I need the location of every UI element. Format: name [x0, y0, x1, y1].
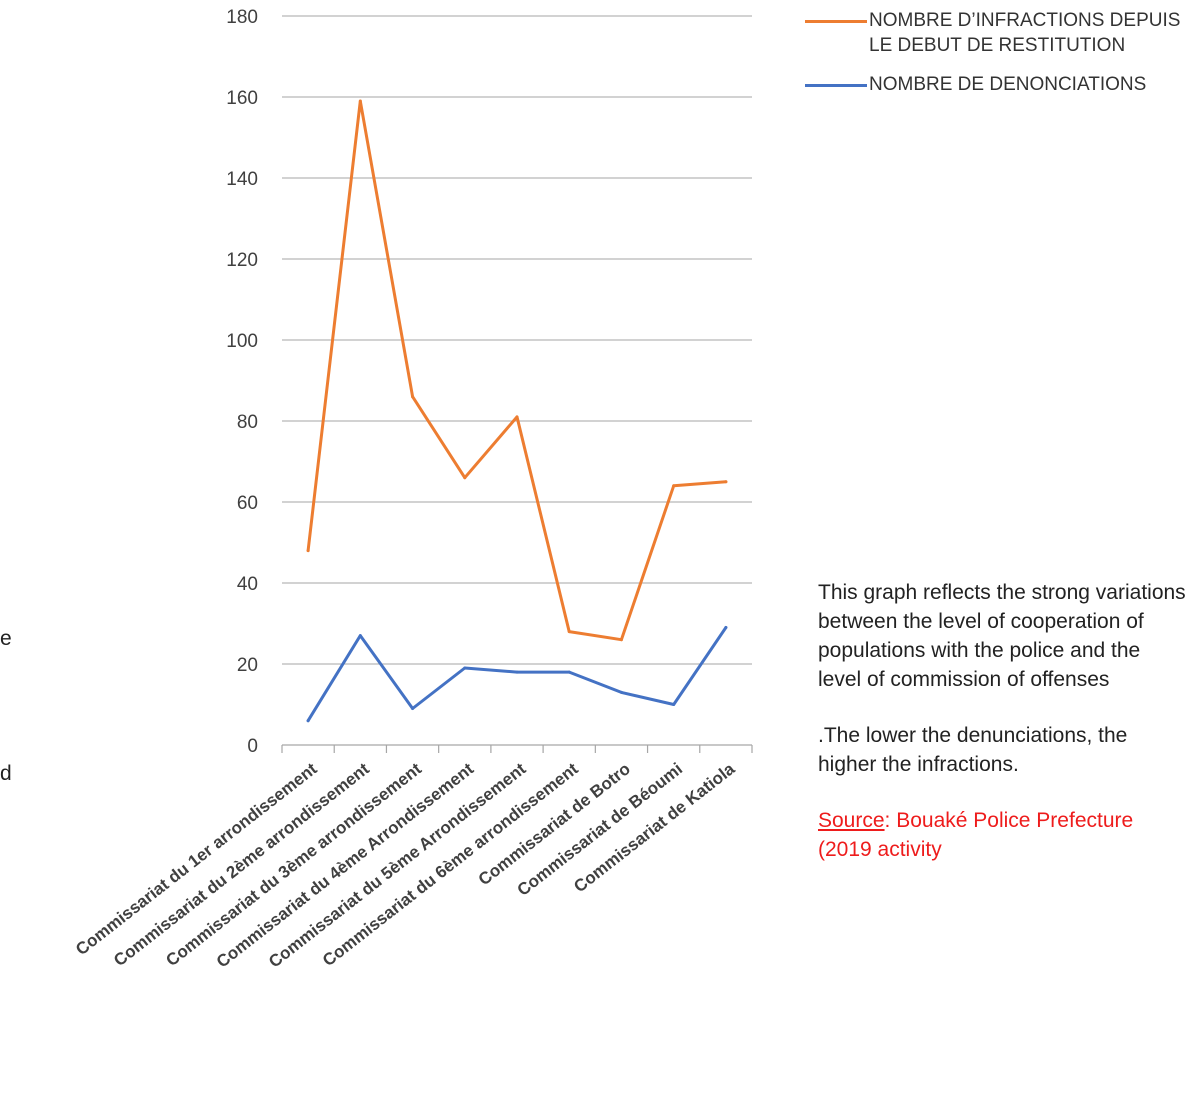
source-label: Source — [818, 809, 885, 832]
data-point — [567, 670, 571, 674]
data-point — [358, 634, 362, 638]
annotation-text: This graph reflects the strong variation… — [818, 578, 1188, 891]
y-tick-label: 20 — [237, 655, 258, 676]
y-tick-label: 140 — [226, 169, 258, 190]
data-point — [672, 703, 676, 706]
data-point — [306, 719, 310, 723]
data-point — [411, 395, 415, 399]
data-point — [619, 690, 623, 694]
data-point — [619, 638, 623, 642]
data-point — [463, 666, 467, 670]
cropped-text-fragment-1: e — [0, 627, 12, 650]
x-axis: Commissariat du 1er arrondissementCommis… — [72, 744, 753, 972]
legend-item-infractions: NOMBRE D’INFRACTIONS DEPUIS LE DEBUT DE … — [805, 8, 1191, 58]
data-point — [463, 476, 467, 480]
cropped-text-fragment-2: d — [0, 762, 12, 785]
data-point — [724, 480, 728, 484]
legend: NOMBRE D’INFRACTIONS DEPUIS LE DEBUT DE … — [805, 8, 1191, 111]
annotation-paragraph-2: .The lower the denunciations, the higher… — [818, 724, 1128, 776]
source-note: Source: Bouaké Police Prefecture (2019 a… — [818, 806, 1188, 864]
y-tick-label: 120 — [226, 250, 258, 271]
y-tick-label: 80 — [237, 412, 258, 433]
data-point — [358, 99, 362, 103]
series-line-denonciations — [306, 626, 728, 723]
data-point — [515, 670, 519, 674]
data-point — [515, 415, 519, 419]
y-tick-label: 100 — [226, 331, 258, 352]
data-point — [724, 626, 728, 630]
data-point — [306, 549, 310, 553]
series-line-infractions — [306, 99, 728, 642]
y-axis: 0 20 40 60 80 100 120 140 160 180 — [226, 7, 258, 757]
gridlines — [282, 15, 752, 665]
y-tick-label: 60 — [237, 493, 258, 514]
legend-label-infractions: NOMBRE D’INFRACTIONS DEPUIS LE DEBUT DE … — [869, 10, 1181, 56]
legend-label-denonciations: NOMBRE DE DENONCIATIONS — [869, 74, 1147, 95]
source-text: : Bouaké Police Prefecture (2019 activit… — [818, 809, 1134, 861]
y-tick-label: 40 — [237, 574, 258, 595]
y-tick-label: 0 — [247, 736, 258, 757]
data-point — [411, 707, 415, 711]
y-tick-label: 180 — [226, 7, 258, 28]
legend-swatch-denonciations — [805, 84, 867, 87]
data-point — [567, 630, 571, 634]
annotation-paragraph-1: This graph reflects the strong variation… — [818, 581, 1186, 691]
series-lines — [306, 99, 728, 723]
y-tick-label: 160 — [226, 88, 258, 109]
legend-swatch-infractions — [805, 20, 867, 23]
legend-item-denonciations: NOMBRE DE DENONCIATIONS — [805, 72, 1191, 97]
data-point — [672, 484, 676, 488]
